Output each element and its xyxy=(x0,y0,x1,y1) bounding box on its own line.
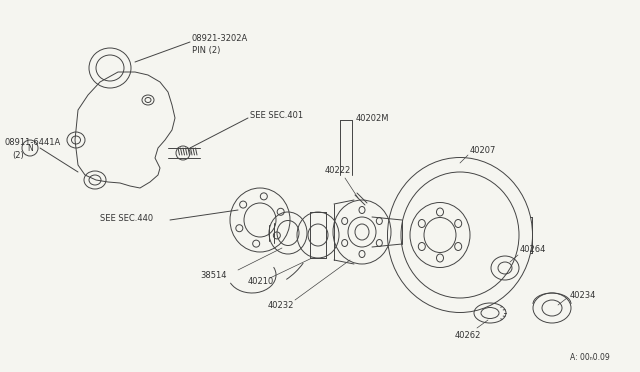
Text: 40210: 40210 xyxy=(248,278,275,286)
Text: 40262: 40262 xyxy=(455,330,481,340)
Text: PIN (2): PIN (2) xyxy=(192,45,220,55)
Text: 40234: 40234 xyxy=(570,291,596,299)
Text: 08921-3202A: 08921-3202A xyxy=(192,33,248,42)
Text: 08911-6441A: 08911-6441A xyxy=(4,138,60,147)
Text: (2): (2) xyxy=(12,151,24,160)
Text: 40222: 40222 xyxy=(325,166,351,174)
Text: 40207: 40207 xyxy=(470,145,497,154)
Text: 40232: 40232 xyxy=(268,301,294,310)
Text: 40264: 40264 xyxy=(520,246,547,254)
Text: N: N xyxy=(27,144,33,153)
Text: SEE SEC.401: SEE SEC.401 xyxy=(250,110,303,119)
Text: 40202M: 40202M xyxy=(356,113,390,122)
Text: 38514: 38514 xyxy=(200,270,227,279)
Text: A: 00ₙ0.09: A: 00ₙ0.09 xyxy=(570,353,610,362)
Text: SEE SEC.440: SEE SEC.440 xyxy=(100,214,153,222)
